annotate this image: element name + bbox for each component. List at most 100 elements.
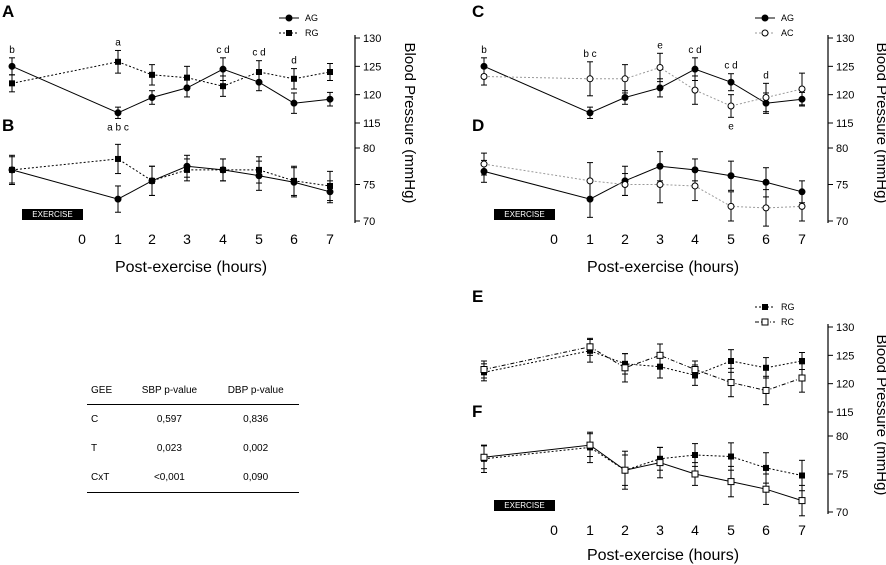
y-tick-label: 80 xyxy=(836,143,848,155)
significance-label: a xyxy=(115,37,121,48)
series-line-ag xyxy=(483,165,803,200)
series-line-rg xyxy=(11,158,331,187)
gee-row: CxT <0,001 0,090 xyxy=(87,463,299,493)
legend-label: AC xyxy=(781,28,794,38)
exercise-bar xyxy=(494,500,555,511)
x-axis-label: Post-exercise (hours) xyxy=(587,547,739,564)
series-line-ag xyxy=(483,65,803,114)
panel-label: A xyxy=(2,2,14,21)
data-point-rg xyxy=(9,166,15,173)
legend-marker xyxy=(286,30,292,36)
panel-a: 130 125 120 115 b a a b c c d c d d AG RG xyxy=(9,13,381,133)
x-tick-label: 1 xyxy=(586,522,594,538)
y-tick-label: 75 xyxy=(836,180,848,192)
data-point-ac xyxy=(762,94,770,101)
legend-label: RG xyxy=(305,28,319,38)
panel-c: 130 125 120 115 b b c e c d c d e d AG AC xyxy=(481,13,854,132)
data-point-rc xyxy=(656,351,664,359)
series-line-ac xyxy=(483,66,803,107)
y-tick-label: 75 xyxy=(836,469,848,481)
series-line-ag xyxy=(11,165,331,200)
data-point-rg xyxy=(220,83,226,90)
data-point-rg xyxy=(587,347,593,354)
panel-label: C xyxy=(472,2,484,21)
data-point-ag xyxy=(255,172,263,180)
data-point-rg xyxy=(799,358,805,364)
y-axis-label: Blood Pressure (mmHg) xyxy=(873,335,886,496)
y-tick-label: 115 xyxy=(836,118,854,130)
data-point-ac xyxy=(480,73,488,81)
data-point-rc xyxy=(798,497,806,505)
data-point-ac xyxy=(762,204,770,212)
y-tick-label: 120 xyxy=(836,90,854,102)
y-tick-label: 125 xyxy=(363,61,381,73)
data-point-ac xyxy=(656,63,664,71)
significance-label: e xyxy=(728,121,734,132)
data-point-rg xyxy=(763,364,769,371)
gee-header-cell: DBP p-value xyxy=(212,378,299,405)
legend-marker xyxy=(761,318,769,326)
x-tick-label: 0 xyxy=(550,231,558,247)
data-point-ac xyxy=(586,75,594,83)
x-tick-label: 5 xyxy=(255,231,263,247)
data-point-rg xyxy=(256,69,262,75)
data-point-ag xyxy=(727,78,735,86)
x-tick-label: 7 xyxy=(798,231,806,247)
panel-e: 130 125 120 115 RG RC xyxy=(481,302,854,419)
data-point-ac xyxy=(691,86,699,94)
data-point-rc xyxy=(480,366,488,373)
data-point-rc xyxy=(656,459,664,467)
x-tick-label: 2 xyxy=(621,522,629,538)
legend-marker xyxy=(285,14,293,22)
x-tick-label: 4 xyxy=(691,231,699,247)
gee-table: GEE SBP p-value DBP p-value C 0,597 0,83… xyxy=(87,378,299,493)
data-point-rg xyxy=(9,80,15,87)
panel-label: F xyxy=(472,402,482,421)
significance-label: c d xyxy=(216,45,229,56)
legend-label: RG xyxy=(781,302,795,312)
data-point-ag xyxy=(586,195,594,203)
data-point-ac xyxy=(727,102,735,110)
data-point-rc xyxy=(586,343,594,351)
x-tick-label: 3 xyxy=(183,231,191,247)
legend-marker xyxy=(761,14,769,22)
x-tick-label: 1 xyxy=(586,231,594,247)
significance-label: b xyxy=(481,45,487,56)
data-point-ac xyxy=(621,75,629,83)
data-point-ac xyxy=(727,202,735,210)
significance-label: d xyxy=(763,70,769,81)
data-point-rg xyxy=(115,58,121,65)
exercise-label: EXERCISE xyxy=(504,501,544,510)
legend-label: RC xyxy=(781,317,794,327)
data-point-rg xyxy=(115,155,121,162)
data-point-rc xyxy=(727,478,735,486)
legend-label: AG xyxy=(781,13,794,23)
series-line-rc xyxy=(483,444,803,502)
data-point-ag xyxy=(691,65,699,73)
y-tick-label: 115 xyxy=(363,118,381,130)
data-point-ag xyxy=(480,167,488,175)
data-point-rg xyxy=(220,166,226,173)
data-point-ag xyxy=(798,188,806,196)
gee-row: T 0,023 0,002 xyxy=(87,434,299,463)
data-point-ag xyxy=(219,65,227,73)
data-point-rc xyxy=(621,364,629,372)
gee-row: C 0,597 0,836 xyxy=(87,405,299,435)
data-point-ac xyxy=(586,177,594,185)
data-point-ag xyxy=(290,99,298,107)
x-tick-label: 6 xyxy=(290,231,298,247)
data-point-rc xyxy=(727,379,735,387)
x-tick-label: 2 xyxy=(621,231,629,247)
gee-cell: C xyxy=(91,414,99,425)
gee-cell: <0,001 xyxy=(126,463,213,493)
significance-label: c d xyxy=(252,48,265,59)
data-point-rc xyxy=(691,470,699,478)
y-tick-label: 70 xyxy=(836,216,848,228)
data-point-rg xyxy=(327,182,333,189)
panel-label: E xyxy=(472,287,483,306)
data-point-rc xyxy=(586,441,594,449)
x-tick-label: 2 xyxy=(148,231,156,247)
x-tick-label: 6 xyxy=(762,231,770,247)
gee-cell: 0,002 xyxy=(243,443,269,454)
data-point-ag xyxy=(114,109,122,117)
